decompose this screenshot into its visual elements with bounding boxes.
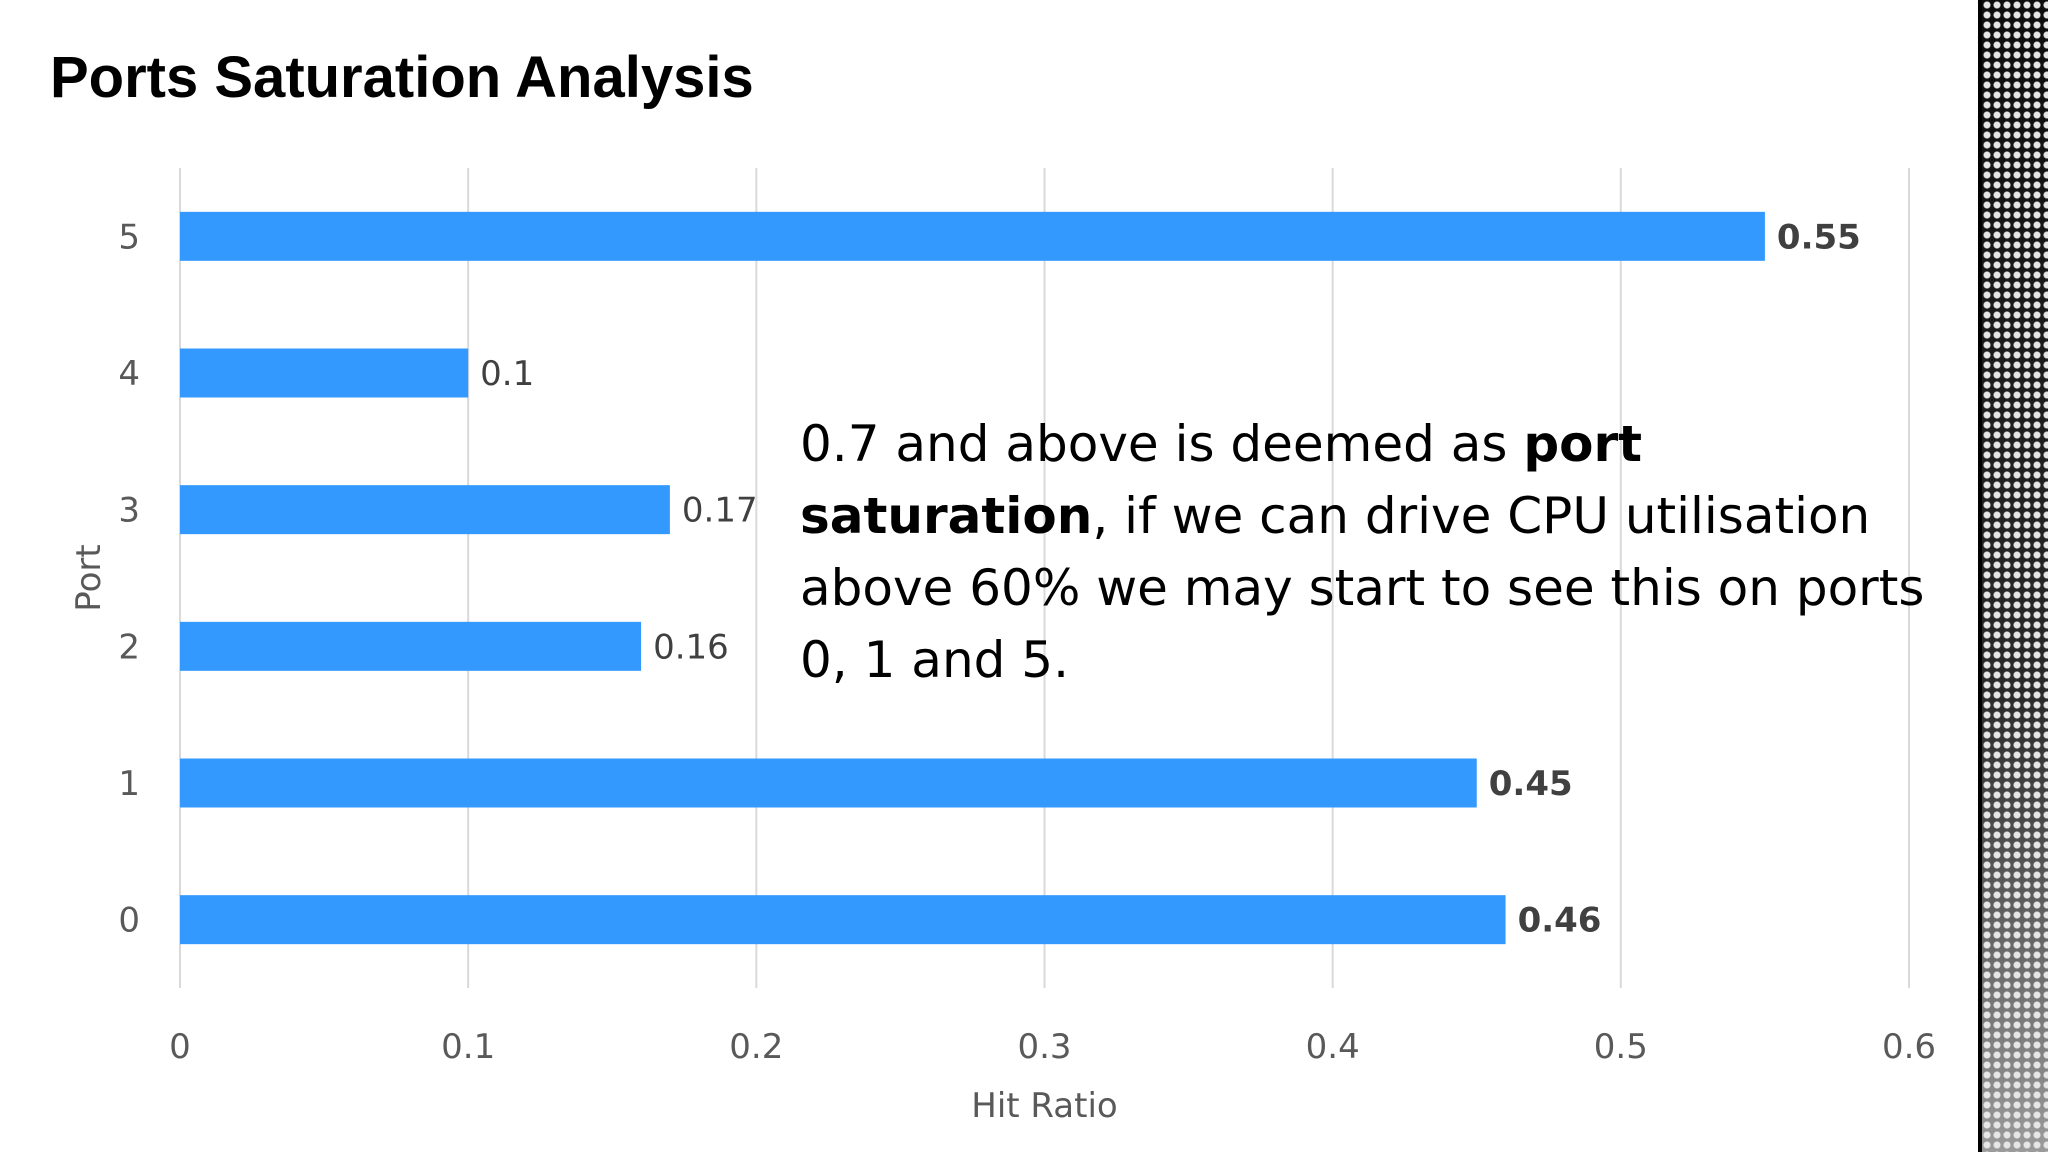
x-tick-labels: 0 0.1 0.2 0.3 0.4 0.5 0.6 — [169, 1027, 1936, 1067]
gridlines — [179, 168, 1910, 988]
bar-port-1 — [180, 758, 1477, 808]
x-tick-label: 0.2 — [729, 1027, 783, 1067]
bar-port-4 — [180, 348, 469, 398]
data-label-port-0: 0.46 — [1518, 901, 1602, 941]
x-tick-label: 0.3 — [1017, 1027, 1071, 1067]
x-tick-label: 0.1 — [441, 1027, 495, 1067]
y-axis-title: Port — [69, 544, 109, 611]
data-label-port-5: 0.55 — [1777, 217, 1861, 257]
data-label-port-4: 0.1 — [480, 354, 534, 394]
y-tick-label-port-5: 5 — [118, 217, 140, 257]
bar-port-2 — [180, 621, 642, 671]
bar-port-5 — [180, 211, 1765, 261]
x-tick-label: 0 — [169, 1027, 191, 1067]
bars — [180, 211, 1765, 945]
data-label-port-3: 0.17 — [682, 491, 758, 531]
y-tick-labels: 5 4 3 2 1 0 — [118, 217, 140, 940]
annotation-text: 0.7 and above is deemed as port saturati… — [800, 408, 1960, 696]
bar-port-0 — [180, 895, 1506, 945]
y-tick-label-port-2: 2 — [118, 627, 140, 667]
data-labels: 0.55 0.1 0.17 0.16 0.45 0.46 — [480, 217, 1861, 940]
data-label-port-2: 0.16 — [653, 627, 729, 667]
slide-title: Ports Saturation Analysis — [50, 45, 754, 110]
bar-port-3 — [180, 485, 670, 535]
bar-chart: 0.55 0.1 0.17 0.16 0.45 0.46 5 4 3 2 1 0 0 0.1 0.2 0.… — [69, 168, 1936, 1126]
x-tick-label: 0.5 — [1594, 1027, 1648, 1067]
y-tick-label-port-0: 0 — [118, 901, 140, 941]
x-tick-label: 0.4 — [1306, 1027, 1360, 1067]
annotation-bold: port saturation — [800, 415, 1643, 545]
y-tick-label-port-1: 1 — [118, 764, 140, 804]
x-axis-title: Hit Ratio — [971, 1086, 1117, 1126]
annotation-part-2: , if we can drive CPU utilisation above … — [800, 487, 1925, 689]
data-label-port-1: 0.45 — [1489, 764, 1573, 804]
x-tick-label: 0.6 — [1882, 1027, 1936, 1067]
y-tick-label-port-4: 4 — [118, 354, 140, 394]
decorative-side-strip — [1978, 0, 2048, 1152]
y-tick-label-port-3: 3 — [118, 491, 140, 531]
annotation-part-1: 0.7 and above is deemed as — [800, 415, 1524, 473]
